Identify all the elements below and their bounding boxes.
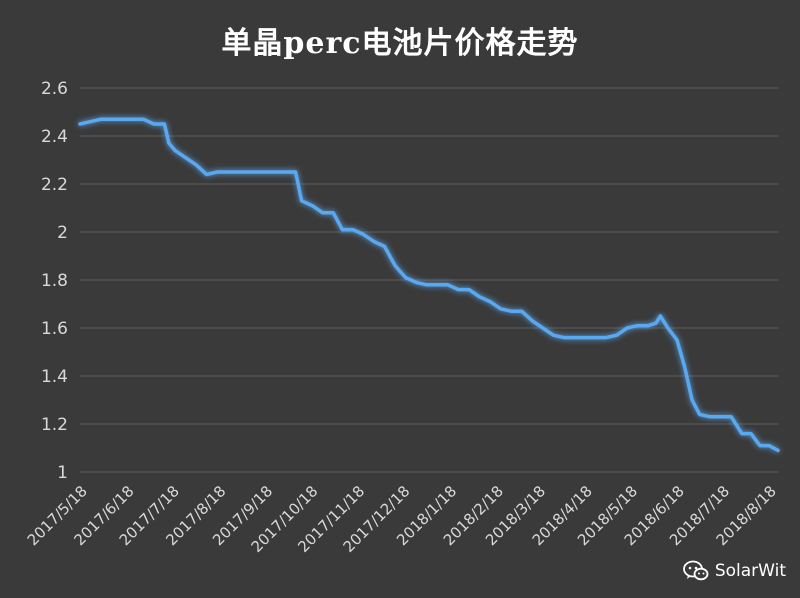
y-tick-label: 2.6 [41,79,68,99]
watermark-text: SolarWit [714,561,786,581]
watermark: SolarWit [682,560,786,582]
y-tick-label: 1.4 [41,367,68,387]
wechat-icon [682,560,709,581]
y-tick-label: 1.2 [41,415,68,435]
y-tick-label: 2 [57,223,68,243]
y-tick-label: 1 [57,463,68,483]
y-tick-label: 2.2 [41,175,68,195]
chart-title: 单晶perc电池片价格走势 [221,26,579,61]
y-tick-label: 2.4 [41,127,68,147]
y-tick-label: 1.6 [41,319,68,339]
y-tick-label: 1.8 [41,271,68,291]
series-line [78,117,780,453]
